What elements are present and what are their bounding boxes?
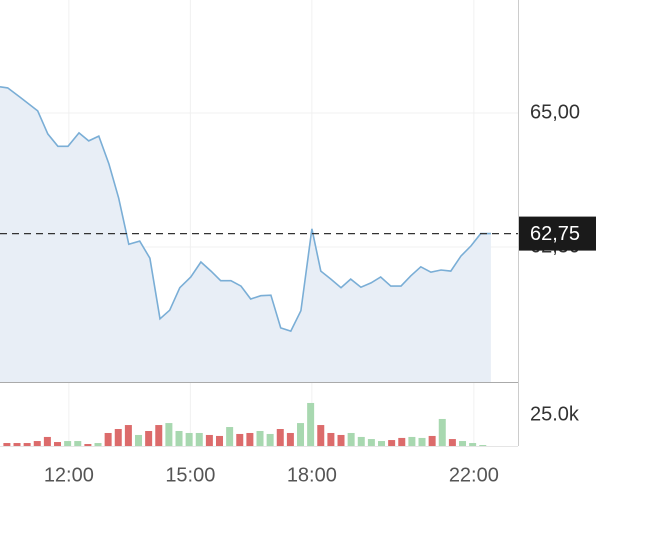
volume-bar (367, 439, 375, 446)
volume-bar (54, 442, 62, 446)
volume-bar (256, 430, 264, 446)
volume-bar (145, 430, 153, 446)
volume-bar (448, 439, 456, 446)
volume-bar (347, 432, 355, 446)
volume-bar (175, 430, 183, 446)
volume-bar (74, 441, 82, 446)
volume-bar (479, 445, 487, 446)
volume-bar (3, 443, 11, 446)
volume-bar (428, 435, 436, 446)
volume-bar (64, 441, 72, 446)
volume-bar (33, 441, 41, 446)
volume-bar (165, 423, 173, 446)
volume-bar (13, 443, 21, 446)
y-tick-label: 25.0k (530, 403, 580, 425)
volume-bar (94, 443, 102, 446)
x-tick-label: 15:00 (165, 464, 215, 486)
volume-bar (418, 437, 426, 446)
last-price-label: 62,75 (530, 223, 580, 245)
volume-bar (327, 432, 335, 446)
volume-bar (317, 425, 325, 446)
volume-bar (155, 425, 163, 446)
volume-bar (459, 441, 467, 446)
volume-bar (216, 435, 224, 446)
volume-bar (286, 432, 294, 446)
price-line (0, 86, 491, 333)
volume-bar (195, 432, 203, 446)
x-tick-label: 22:00 (449, 464, 499, 486)
volume-bar (276, 429, 284, 446)
volume-bar (337, 434, 345, 446)
last-price-box (518, 216, 596, 251)
volume-bar (236, 433, 244, 446)
volume-bar (114, 429, 122, 446)
volume-bar (378, 441, 386, 446)
volume-bar (124, 425, 132, 446)
volume-bar (84, 444, 92, 446)
volume-bar (205, 434, 213, 446)
volume-bar (307, 402, 315, 446)
volume-bar (469, 443, 477, 446)
y-tick-label: 65,00 (530, 101, 580, 123)
price-area (0, 86, 491, 383)
volume-bar (104, 432, 112, 446)
x-tick-label: 12:00 (44, 464, 94, 486)
volume-bar (408, 436, 416, 446)
volume-bar (388, 440, 396, 446)
volume-bar (226, 427, 234, 446)
volume-bar (266, 433, 274, 446)
volume-bar (135, 434, 143, 446)
volume-bar (185, 432, 193, 446)
volume-bar (438, 418, 446, 446)
volume-bar (297, 423, 305, 446)
volume-bar (357, 436, 365, 446)
volume-bar (398, 437, 406, 446)
volume-bar (246, 432, 254, 446)
x-tick-label: 18:00 (287, 464, 337, 486)
volume-bar (23, 443, 31, 446)
volume-bar (43, 436, 51, 446)
